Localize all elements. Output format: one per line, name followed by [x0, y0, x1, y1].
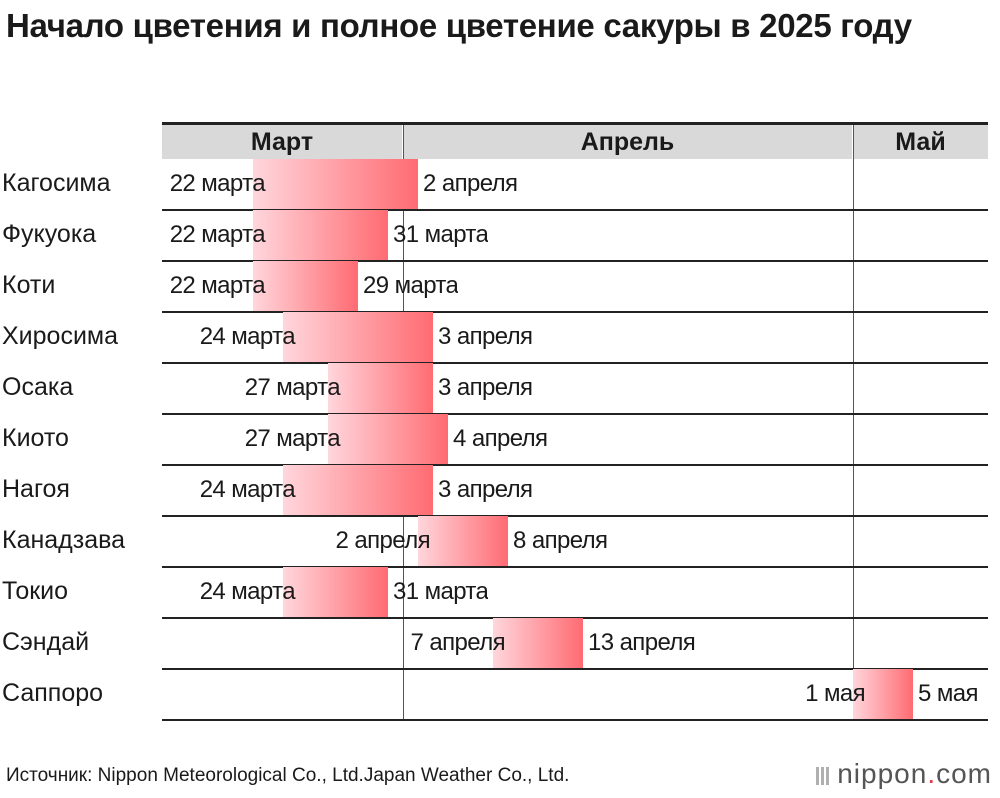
brand-logo: nippon.com — [816, 758, 992, 792]
vline-april-may — [852, 125, 854, 720]
start-date-label: 22 марта — [169, 221, 266, 248]
city-label: Осака — [2, 373, 74, 401]
bloom-bar — [493, 618, 583, 668]
source-note: Источник: Nippon Meteorological Co., Ltd… — [6, 765, 570, 786]
end-date-label: 2 апреля — [423, 170, 518, 197]
row-divider — [162, 464, 988, 466]
month-header-may: Май — [853, 125, 988, 159]
start-date-label: 24 марта — [199, 323, 296, 350]
bloom-bar — [328, 414, 448, 464]
end-date-label: 3 апреля — [438, 374, 533, 401]
row-divider — [162, 362, 988, 364]
city-label: Киото — [2, 424, 69, 452]
end-date-label: 4 апреля — [453, 425, 548, 452]
month-header-april: Апрель — [403, 125, 852, 159]
bloom-bar — [253, 261, 358, 311]
city-label: Коти — [2, 271, 56, 299]
bloom-bar — [418, 516, 508, 566]
row-divider — [162, 566, 988, 568]
brand-suffix: com — [936, 758, 992, 789]
row-divider — [162, 209, 988, 211]
end-date-label: 3 апреля — [438, 323, 533, 350]
city-label: Сэндай — [2, 628, 90, 656]
row-divider — [162, 413, 988, 415]
row-divider — [162, 311, 988, 313]
row-divider — [162, 719, 988, 721]
start-date-label: 2 апреля — [335, 527, 431, 554]
bloom-bar — [853, 669, 913, 719]
header-top-line — [162, 122, 988, 125]
city-label: Нагоя — [2, 475, 70, 503]
start-date-label: 1 мая — [805, 680, 865, 707]
bloom-bar — [253, 210, 388, 260]
month-header-march: Март — [162, 125, 402, 159]
row-divider — [162, 668, 988, 670]
end-date-label: 5 мая — [918, 680, 978, 707]
city-label: Канадзава — [2, 526, 126, 554]
city-label: Фукуока — [2, 220, 97, 248]
bloom-bar — [283, 312, 433, 362]
start-date-label: 27 марта — [244, 374, 341, 401]
end-date-label: 29 марта — [363, 272, 459, 299]
start-date-label: 22 марта — [169, 272, 266, 299]
start-date-label: 7 апреля — [410, 629, 506, 656]
city-label: Кагосима — [2, 169, 111, 197]
city-label: Хиросима — [2, 322, 119, 350]
chart-title: Начало цветения и полное цветение сакуры… — [6, 7, 912, 44]
end-date-label: 8 апреля — [513, 527, 608, 554]
brand-name: nippon — [837, 758, 928, 789]
bloom-bar — [283, 567, 388, 617]
row-divider — [162, 515, 988, 517]
start-date-label: 27 марта — [244, 425, 341, 452]
city-label: Токио — [2, 577, 69, 605]
end-date-label: 31 марта — [393, 221, 489, 248]
bloom-bar — [328, 363, 433, 413]
start-date-label: 22 марта — [169, 170, 266, 197]
start-date-label: 24 марта — [199, 578, 296, 605]
bloom-bar — [253, 159, 418, 209]
end-date-label: 31 марта — [393, 578, 489, 605]
brand-dot: . — [927, 758, 937, 789]
city-label: Саппоро — [2, 679, 104, 707]
row-divider — [162, 260, 988, 262]
logo-bars-icon — [816, 760, 831, 792]
end-date-label: 13 апреля — [588, 629, 696, 656]
bloom-bar — [283, 465, 433, 515]
start-date-label: 24 марта — [199, 476, 296, 503]
end-date-label: 3 апреля — [438, 476, 533, 503]
